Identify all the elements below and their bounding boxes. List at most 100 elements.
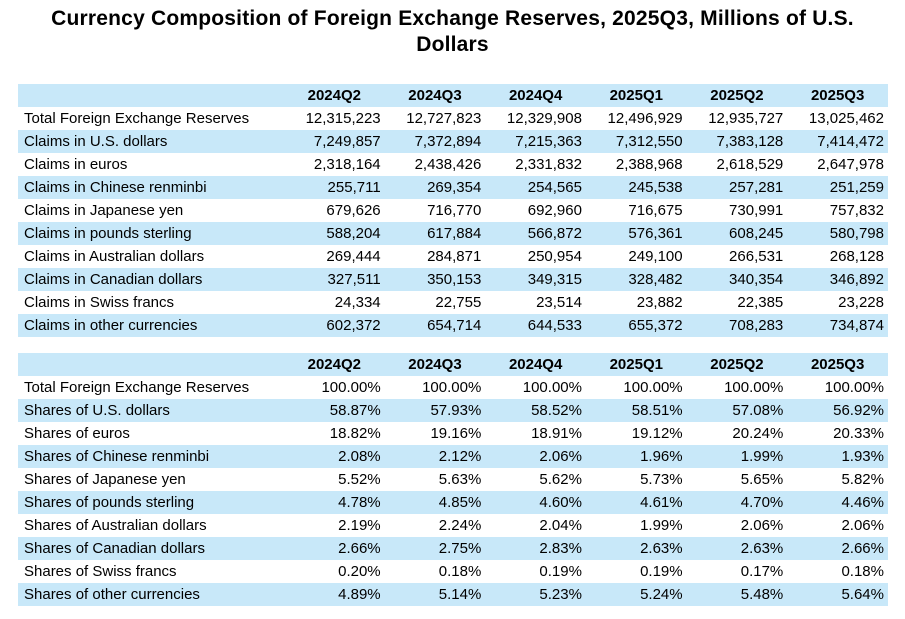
row-label-cell: Shares of pounds sterling (24, 494, 195, 511)
value-cell: 0.19% (539, 563, 582, 580)
value-cell: 12,727,823 (406, 110, 482, 127)
value-cell: 0.18% (841, 563, 884, 580)
value-cell: 5.73% (640, 471, 683, 488)
value-cell: 18.82% (329, 425, 381, 442)
value-cell: 4.60% (539, 494, 582, 511)
value-cell: 0.20% (338, 563, 381, 580)
row-label-cell: Shares of Australian dollars (24, 517, 207, 534)
value-cell: 19.16% (430, 425, 482, 442)
header-quarter-cell: 2025Q1 (609, 356, 663, 373)
value-cell: 58.51% (631, 402, 683, 419)
value-cell: 5.14% (438, 586, 482, 603)
value-cell: 7,372,894 (414, 133, 482, 150)
row-label-cell: Claims in Japanese yen (24, 202, 184, 219)
reserves-values-table-body: Total Foreign Exchange Reserves 12,315,22… (18, 107, 888, 337)
value-cell: 2,331,832 (515, 156, 582, 173)
header-quarter-cell: 2024Q3 (408, 87, 462, 104)
table-row: Shares of euros 18.82% 19.16% 18.91% 19.12% 2… (18, 422, 888, 445)
value-cell: 23,882 (636, 294, 683, 311)
value-cell: 18.91% (531, 425, 582, 442)
value-cell: 100.00% (623, 379, 683, 396)
value-cell: 5.63% (438, 471, 482, 488)
value-cell: 7,249,857 (313, 133, 381, 150)
value-cell: 1.93% (841, 448, 884, 465)
value-cell: 340,354 (729, 271, 784, 288)
value-cell: 5.23% (539, 586, 582, 603)
value-cell: 679,626 (326, 202, 381, 219)
header-blank-cell (18, 84, 284, 107)
value-cell: 602,372 (326, 317, 381, 334)
row-label-cell: Claims in Australian dollars (24, 248, 205, 265)
value-cell: 4.78% (338, 494, 381, 511)
value-cell: 5.24% (640, 586, 683, 603)
reserves-shares-table-header: 2024Q2 2024Q3 2024Q4 2025Q1 2025Q2 2025Q3 (18, 353, 888, 376)
header-quarter-cell: 2025Q2 (710, 356, 764, 373)
report-title: Currency Composition of Foreign Exchange… (0, 6, 905, 58)
header-quarter-cell: 2025Q2 (710, 87, 764, 104)
row-label-cell: Shares of Canadian dollars (24, 540, 205, 557)
value-cell: 2.66% (338, 540, 381, 557)
table-row: Claims in Australian dollars 269,444 284,8… (18, 245, 888, 268)
reserves-shares-table: 2024Q2 2024Q3 2024Q4 2025Q1 2025Q2 2025Q3 Tot… (18, 353, 888, 606)
row-label-cell: Claims in Canadian dollars (24, 271, 203, 288)
reserves-values-table-header: 2024Q2 2024Q3 2024Q4 2025Q1 2025Q2 2025Q3 (18, 84, 888, 107)
value-cell: 2.08% (338, 448, 381, 465)
header-quarter-cell: 2024Q4 (508, 87, 563, 104)
row-label-cell: Shares of Chinese renminbi (24, 448, 210, 465)
value-cell: 2,647,978 (817, 156, 884, 173)
value-cell: 269,444 (326, 248, 381, 265)
table-row: Shares of Canadian dollars 2.66% 2.75% 2.83… (18, 537, 888, 560)
value-cell: 576,361 (628, 225, 683, 242)
table-row: Claims in Japanese yen 679,626 716,770 692,… (18, 199, 888, 222)
value-cell: 7,312,550 (615, 133, 683, 150)
reserves-shares-table-body: Total Foreign Exchange Reserves 100.00% 10… (18, 376, 888, 606)
value-cell: 5.64% (841, 586, 884, 603)
value-cell: 4.61% (640, 494, 683, 511)
value-cell: 5.62% (539, 471, 582, 488)
row-label-cell: Shares of U.S. dollars (24, 402, 170, 419)
value-cell: 56.92% (833, 402, 884, 419)
value-cell: 350,153 (427, 271, 482, 288)
value-cell: 100.00% (724, 379, 784, 396)
value-cell: 2.24% (438, 517, 482, 534)
table-row: Shares of Swiss francs 0.20% 0.18% 0.19% 0.1… (18, 560, 888, 583)
value-cell: 4.46% (841, 494, 884, 511)
value-cell: 5.82% (841, 471, 884, 488)
value-cell: 4.89% (338, 586, 381, 603)
row-label-cell: Shares of euros (24, 425, 130, 442)
row-label-cell: Claims in U.S. dollars (24, 133, 168, 150)
value-cell: 2.06% (740, 517, 784, 534)
value-cell: 57.93% (430, 402, 482, 419)
header-blank-cell (18, 353, 284, 376)
row-label-cell: Total Foreign Exchange Reserves (24, 110, 250, 127)
value-cell: 22,755 (435, 294, 482, 311)
value-cell: 2.63% (640, 540, 683, 557)
value-cell: 644,533 (527, 317, 582, 334)
value-cell: 100.00% (522, 379, 582, 396)
value-cell: 12,315,223 (305, 110, 381, 127)
table-row: Claims in euros 2,318,164 2,438,426 2,331,8… (18, 153, 888, 176)
row-label-cell: Shares of Japanese yen (24, 471, 186, 488)
reserves-values-table: 2024Q2 2024Q3 2024Q4 2025Q1 2025Q2 2025Q3 Tot… (18, 84, 888, 337)
value-cell: 268,128 (829, 248, 884, 265)
value-cell: 5.48% (740, 586, 784, 603)
value-cell: 1.99% (640, 517, 683, 534)
value-cell: 19.12% (631, 425, 683, 442)
value-cell: 20.24% (732, 425, 784, 442)
value-cell: 716,770 (427, 202, 482, 219)
table-row: Claims in other currencies 602,372 654,714… (18, 314, 888, 337)
table-row: Shares of Australian dollars 2.19% 2.24% 2.… (18, 514, 888, 537)
value-cell: 0.17% (740, 563, 784, 580)
table-header-row: 2024Q2 2024Q3 2024Q4 2025Q1 2025Q2 2025Q3 (18, 353, 888, 376)
value-cell: 100.00% (824, 379, 884, 396)
value-cell: 23,514 (536, 294, 582, 311)
row-label-cell: Shares of other currencies (24, 586, 200, 603)
table-row: Claims in U.S. dollars 7,249,857 7,372,894… (18, 130, 888, 153)
value-cell: 284,871 (427, 248, 482, 265)
value-cell: 58.52% (531, 402, 582, 419)
value-cell: 7,383,128 (716, 133, 784, 150)
value-cell: 1.96% (640, 448, 683, 465)
value-cell: 245,538 (628, 179, 683, 196)
value-cell: 734,874 (829, 317, 884, 334)
value-cell: 327,511 (327, 271, 381, 288)
